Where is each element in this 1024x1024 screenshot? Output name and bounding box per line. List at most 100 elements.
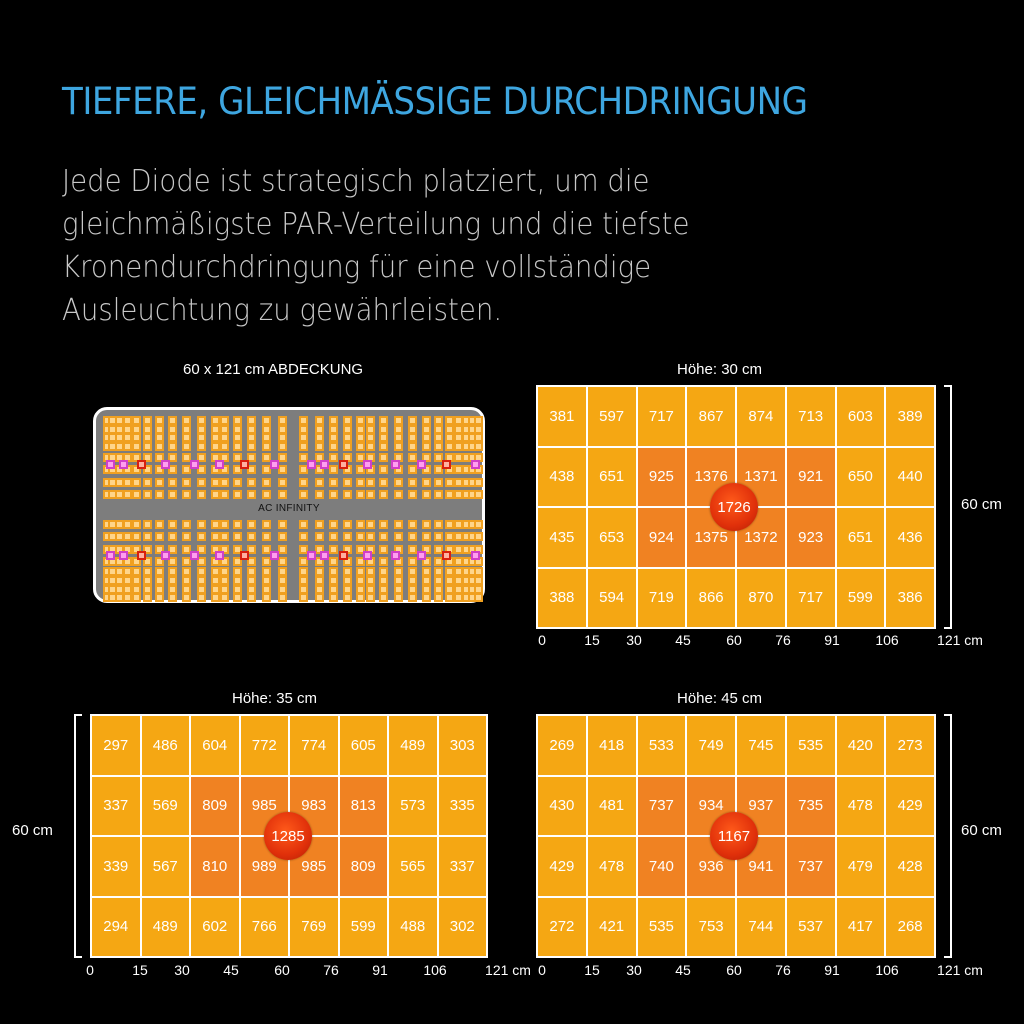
led-diode-icon	[355, 478, 365, 487]
led-diode-icon	[408, 567, 418, 577]
led-diode-icon	[168, 545, 177, 554]
par-cell: 1371	[737, 447, 785, 506]
par-cell: 604	[191, 716, 239, 775]
par-cell: 297	[92, 716, 140, 775]
description-line: Ausleuchtung zu gewährleisten.	[62, 293, 503, 328]
led-diode-icon	[329, 425, 339, 434]
led-diode-icon	[378, 416, 388, 426]
led-diode-icon	[408, 453, 418, 463]
led-diode-icon	[298, 441, 308, 451]
x-axis-ticks: 0 15 30 45 60 76 91 106 121 cm	[86, 962, 531, 980]
led-diode-icon	[278, 520, 287, 530]
led-diode-icon	[142, 520, 152, 530]
led-diode-icon	[247, 520, 257, 530]
led-diode-icon	[355, 576, 365, 585]
led-diode-icon	[422, 433, 432, 443]
par-cell: 272	[538, 897, 586, 956]
led-diode-icon	[422, 585, 432, 594]
x-tick-label: 76	[323, 962, 339, 978]
led-diode-icon	[445, 532, 454, 542]
led-diode-icon	[220, 433, 229, 443]
uv-diode-icon	[118, 551, 128, 560]
led-diode-icon	[434, 593, 443, 603]
par-cell: 429	[886, 776, 934, 835]
led-diode-icon	[378, 593, 388, 603]
led-diode-icon	[315, 557, 324, 566]
peak-value-marker: 1285	[264, 812, 312, 860]
x-tick-label: 91	[824, 962, 840, 978]
led-diode-icon	[408, 520, 418, 530]
uv-diode-icon	[106, 551, 115, 560]
x-tick-label: 30	[174, 962, 190, 978]
led-diode-icon	[315, 478, 324, 487]
led-diode-icon	[365, 520, 375, 530]
led-diode-icon	[210, 453, 220, 463]
led-diode-icon	[142, 567, 152, 577]
uv-diode-icon	[307, 551, 317, 560]
led-diode-icon	[394, 416, 404, 426]
x-tick-label: 30	[626, 632, 642, 648]
par-cell: 389	[886, 387, 934, 446]
led-diode-icon	[247, 489, 257, 499]
uv-diode-icon	[118, 459, 128, 469]
led-diode-icon	[278, 567, 287, 577]
par-cell: 737	[786, 837, 835, 896]
led-diode-icon	[343, 585, 353, 594]
led-diode-icon	[197, 532, 207, 542]
led-diode-icon	[220, 593, 229, 603]
led-diode-icon	[233, 567, 243, 577]
led-diode-icon	[394, 593, 404, 603]
uv-diode-icon	[270, 459, 279, 469]
led-diode-icon	[233, 489, 243, 499]
led-diode-icon	[262, 478, 271, 487]
led-diode-icon	[131, 453, 141, 463]
led-diode-icon	[434, 441, 443, 451]
led-diode-icon	[445, 567, 454, 577]
led-diode-icon	[422, 478, 432, 487]
par-cell: 567	[141, 837, 189, 896]
led-diode-icon	[278, 585, 287, 594]
par-cell: 294	[92, 897, 140, 956]
led-diode-icon	[210, 557, 220, 566]
led-diode-icon	[154, 520, 164, 530]
led-diode-icon	[365, 425, 375, 434]
ir-diode-icon	[339, 459, 348, 469]
par-cell: 303	[438, 716, 486, 775]
led-diode-icon	[315, 532, 324, 542]
par-cell: 339	[92, 837, 140, 896]
led-diode-icon	[434, 433, 443, 443]
led-diode-icon	[168, 441, 177, 451]
led-diode-icon	[378, 520, 388, 530]
par-cell: 769	[290, 897, 338, 956]
led-diode-icon	[197, 545, 207, 554]
led-diode-icon	[233, 557, 243, 566]
led-diode-icon	[394, 425, 404, 434]
led-diode-icon	[298, 593, 308, 603]
par-cell: 713	[786, 387, 835, 446]
coverage-caption: 60 x 121 cm ABDECKUNG	[183, 361, 364, 378]
led-diode-icon	[355, 489, 365, 499]
par-cell: 989	[240, 837, 288, 896]
led-diode-icon	[298, 532, 308, 542]
led-diode-icon	[298, 433, 308, 443]
par-cell: 772	[240, 716, 288, 775]
led-diode-icon	[262, 453, 271, 463]
led-diode-icon	[329, 433, 339, 443]
led-diode-icon	[168, 532, 177, 542]
led-diode-icon	[474, 576, 483, 585]
led-diode-icon	[131, 576, 141, 585]
led-diode-icon	[408, 433, 418, 443]
par-cell: 874	[737, 387, 785, 446]
description-line: Kronendurchdringung für eine vollständig…	[62, 250, 652, 285]
led-diode-icon	[329, 520, 339, 530]
led-diode-icon	[315, 441, 324, 451]
par-cell: 421	[587, 897, 636, 956]
led-diode-icon	[262, 585, 271, 594]
led-diode-icon	[262, 416, 271, 426]
uv-diode-icon	[417, 459, 427, 469]
led-diode-icon	[365, 433, 375, 443]
par-cell: 537	[786, 897, 835, 956]
led-diode-icon	[355, 593, 365, 603]
led-diode-icon	[355, 425, 365, 434]
led-diode-icon	[247, 545, 257, 554]
